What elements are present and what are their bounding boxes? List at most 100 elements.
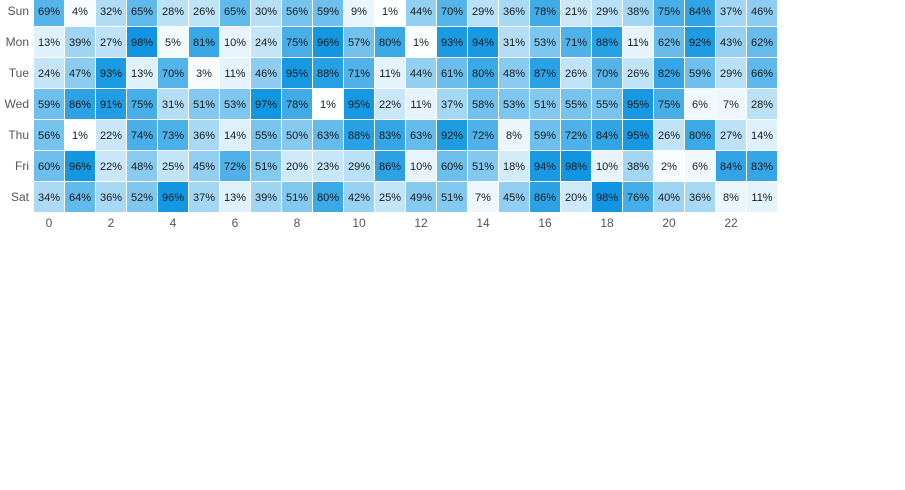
heatmap-cell — [530, 0, 560, 26]
heatmap-cell — [96, 0, 126, 26]
cell-value-label: 36% — [193, 130, 215, 142]
heatmap-cell — [65, 89, 95, 119]
cell-value-label: 53% — [503, 99, 525, 111]
heatmap-cell — [251, 89, 281, 119]
cell-value-label: 92% — [689, 37, 711, 49]
cell-value-label: 23% — [317, 161, 339, 173]
heatmap-cell — [685, 89, 715, 119]
heatmap-cell — [716, 151, 746, 181]
heatmap-cell — [34, 182, 64, 212]
cell-value-label: 64% — [69, 192, 91, 204]
heatmap-cell — [344, 27, 374, 57]
cell-value-label: 72% — [565, 130, 587, 142]
heatmap-cell — [499, 120, 529, 150]
heatmap-cell — [499, 151, 529, 181]
heatmap-cell — [623, 89, 653, 119]
heatmap-cell — [313, 27, 343, 57]
heatmap-cell — [96, 58, 126, 88]
x-tick-label: 10 — [352, 216, 366, 230]
heatmap-cell — [685, 27, 715, 57]
cell-value-label: 36% — [689, 192, 711, 204]
cell-value-label: 31% — [503, 37, 525, 49]
heatmap-cell — [313, 151, 343, 181]
cell-value-label: 87% — [534, 68, 556, 80]
heatmap-cell — [282, 89, 312, 119]
cell-value-label: 42% — [348, 192, 370, 204]
heatmap-cell — [96, 151, 126, 181]
heatmap-cell — [561, 120, 591, 150]
heatmap-cell — [220, 0, 250, 26]
cell-value-label: 56% — [38, 130, 60, 142]
cell-value-label: 81% — [193, 37, 215, 49]
cell-value-label: 74% — [131, 130, 153, 142]
heatmap-cell — [592, 182, 622, 212]
cell-value-label: 65% — [131, 6, 153, 18]
cell-value-label: 59% — [38, 99, 60, 111]
cell-value-label: 11% — [379, 68, 400, 80]
cell-value-label: 80% — [689, 130, 711, 142]
cell-value-label: 10% — [410, 161, 432, 173]
cell-value-label: 7% — [475, 192, 491, 204]
cell-value-label: 40% — [658, 192, 680, 204]
cell-value-label: 78% — [286, 99, 308, 111]
heatmap-cell — [716, 0, 746, 26]
cell-value-label: 65% — [224, 6, 246, 18]
heatmap-cell — [747, 151, 777, 181]
cell-value-label: 8% — [506, 130, 522, 142]
cell-value-label: 51% — [255, 161, 277, 173]
cell-value-label: 47% — [69, 68, 91, 80]
heatmap-cell — [344, 120, 374, 150]
heatmap-cell — [158, 182, 188, 212]
heatmap-cell — [127, 27, 157, 57]
row-label: Sun — [8, 4, 29, 18]
heatmap-cell — [282, 120, 312, 150]
x-tick-label: 22 — [724, 216, 738, 230]
cell-value-label: 88% — [348, 130, 370, 142]
heatmap-cell — [561, 58, 591, 88]
heatmap-cell — [561, 0, 591, 26]
cell-value-label: 60% — [441, 161, 463, 173]
cell-value-label: 95% — [348, 99, 370, 111]
heatmap-cell — [251, 120, 281, 150]
cell-value-label: 4% — [72, 6, 88, 18]
cell-value-label: 11% — [410, 99, 431, 111]
heatmap-cell — [685, 151, 715, 181]
cell-value-label: 75% — [658, 99, 680, 111]
cell-value-label: 63% — [410, 130, 432, 142]
cell-value-label: 57% — [348, 37, 370, 49]
heatmap-cell — [34, 151, 64, 181]
cell-value-label: 14% — [751, 130, 773, 142]
heatmap-cell — [716, 120, 746, 150]
heatmap-cell — [282, 27, 312, 57]
cell-value-label: 10% — [596, 161, 618, 173]
heatmap-cell — [406, 120, 436, 150]
heatmap-cell — [282, 182, 312, 212]
heatmap-cell — [220, 89, 250, 119]
cell-value-label: 95% — [627, 99, 649, 111]
heatmap-cell — [344, 0, 374, 26]
heatmap-cell — [220, 27, 250, 57]
heatmap-cell — [530, 120, 560, 150]
heatmap-cell — [189, 89, 219, 119]
heatmap-cell — [468, 151, 498, 181]
heatmap-cell — [375, 120, 405, 150]
cell-value-label: 14% — [224, 130, 246, 142]
heatmap-cell — [220, 151, 250, 181]
x-tick-label: 14 — [476, 216, 490, 230]
row-label: Sat — [11, 190, 30, 204]
heatmap-cell — [747, 0, 777, 26]
cell-value-label: 1% — [413, 37, 429, 49]
cell-value-label: 76% — [627, 192, 649, 204]
cell-value-label: 86% — [69, 99, 91, 111]
heatmap-cell — [189, 151, 219, 181]
heatmap-cell — [313, 0, 343, 26]
cell-value-label: 39% — [69, 37, 91, 49]
heatmap-cell — [158, 151, 188, 181]
heatmap-cell — [96, 89, 126, 119]
heatmap-cell — [158, 89, 188, 119]
cell-value-label: 29% — [472, 6, 494, 18]
cell-value-label: 29% — [720, 68, 742, 80]
heatmap-cell — [65, 27, 95, 57]
heatmap-cell — [220, 58, 250, 88]
